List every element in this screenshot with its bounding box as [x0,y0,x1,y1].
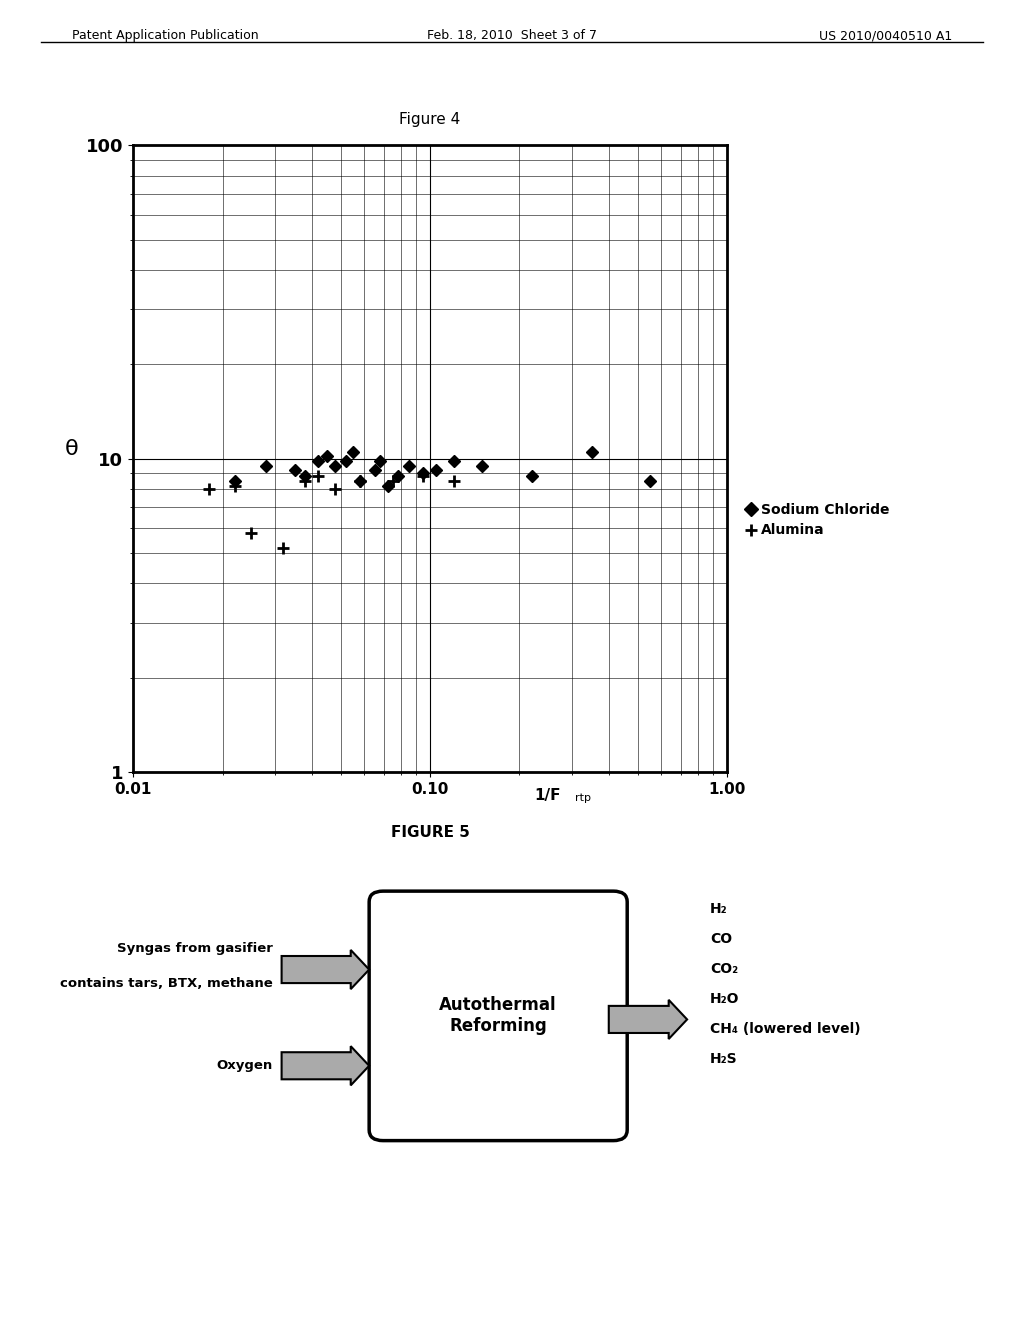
Sodium Chloride [476,458,488,474]
Alumina [312,469,325,484]
Sodium Chloride [299,469,311,484]
Alumina [203,482,215,498]
Alumina [245,525,257,541]
Alumina [299,473,311,488]
Sodium Chloride [312,454,325,470]
FancyArrow shape [609,999,687,1039]
Sodium Chloride [374,454,386,470]
Text: 1/F: 1/F [535,788,561,803]
Text: Feb. 18, 2010  Sheet 3 of 7: Feb. 18, 2010 Sheet 3 of 7 [427,29,597,42]
Text: contains tars, BTX, methane: contains tars, BTX, methane [59,977,272,990]
Sodium Chloride [228,473,241,488]
Text: Oxygen: Oxygen [216,1059,272,1072]
Text: CO₂: CO₂ [711,962,738,975]
Alumina [418,469,430,484]
Sodium Chloride [321,447,333,463]
Legend: Sodium Chloride, Alumina: Sodium Chloride, Alumina [740,498,895,543]
Text: rtp: rtp [575,793,592,804]
Text: H₂: H₂ [711,902,728,916]
FancyArrow shape [282,950,370,989]
FancyArrow shape [282,1047,370,1085]
Sodium Chloride [347,444,359,459]
Sodium Chloride [525,469,538,484]
Sodium Chloride [430,462,442,478]
Sodium Chloride [418,465,430,480]
Sodium Chloride [330,458,342,474]
Text: Autothermal
Reforming: Autothermal Reforming [439,997,557,1035]
Sodium Chloride [382,478,394,494]
Sodium Chloride [260,458,272,474]
Line: Alumina: Alumina [203,470,460,554]
Alumina [330,482,342,498]
Sodium Chloride [644,473,656,488]
Sodium Chloride [586,444,598,459]
Sodium Chloride [447,454,460,470]
Alumina [228,478,241,494]
Text: Syngas from gasifier: Syngas from gasifier [117,941,272,954]
Text: CO: CO [711,932,732,946]
Sodium Chloride [289,462,301,478]
Alumina [276,540,289,556]
Text: FIGURE 5: FIGURE 5 [390,825,470,840]
Text: US 2010/0040510 A1: US 2010/0040510 A1 [819,29,952,42]
Sodium Chloride [369,462,381,478]
Sodium Chloride [353,473,366,488]
Sodium Chloride [392,469,404,484]
Text: Patent Application Publication: Patent Application Publication [72,29,258,42]
FancyBboxPatch shape [370,891,628,1140]
Text: CH₄ (lowered level): CH₄ (lowered level) [711,1022,861,1036]
Sodium Chloride [403,458,416,474]
Text: H₂S: H₂S [711,1052,737,1065]
Alumina [353,473,366,488]
Line: Sodium Chloride: Sodium Chloride [230,447,654,490]
Sodium Chloride [340,454,352,470]
Alumina [387,473,399,488]
Alumina [447,473,460,488]
Text: H₂O: H₂O [711,991,739,1006]
Text: Figure 4: Figure 4 [399,112,461,127]
Y-axis label: θ: θ [66,438,79,459]
